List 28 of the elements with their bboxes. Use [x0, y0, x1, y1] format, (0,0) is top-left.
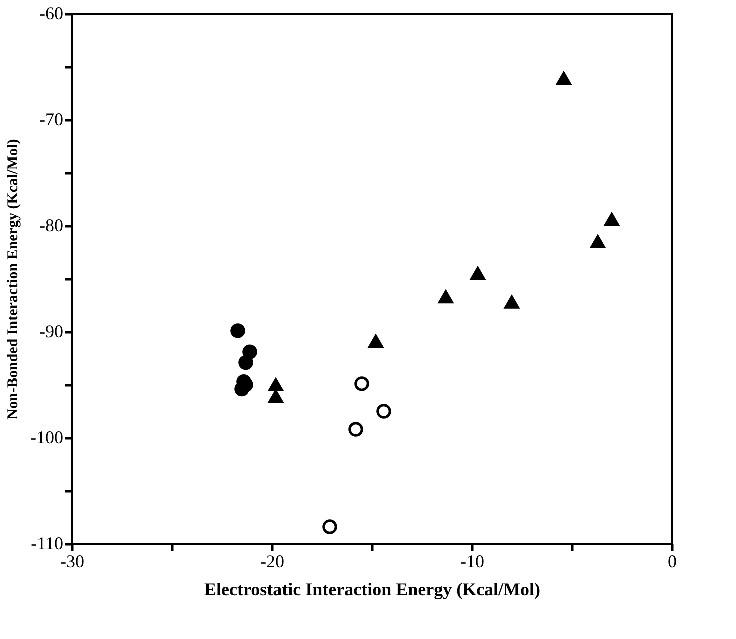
- y-tick-label: -80: [40, 216, 64, 236]
- point: [504, 296, 520, 309]
- x-tick-label: 0: [668, 552, 677, 572]
- point: [322, 520, 338, 534]
- x-tick-label: -30: [60, 552, 84, 572]
- y-tick-label: -60: [40, 4, 64, 24]
- point: [354, 376, 370, 392]
- point: [234, 382, 250, 397]
- x-axis-title: Electrostatic Interaction Energy (Kcal/Mol): [204, 580, 541, 600]
- point: [368, 334, 384, 348]
- point: [604, 213, 620, 226]
- y-tick-label: -70: [40, 110, 64, 130]
- point: [470, 267, 486, 280]
- x-tick-label: -10: [460, 552, 484, 572]
- y-tick-label: -110: [31, 534, 64, 554]
- point: [376, 404, 392, 419]
- point: [268, 378, 284, 392]
- point: [556, 72, 572, 86]
- point: [238, 355, 254, 370]
- point: [348, 422, 364, 437]
- x-tick-label: -20: [260, 552, 284, 572]
- point: [268, 390, 284, 404]
- y-tick-label: -100: [30, 428, 64, 448]
- point: [590, 235, 606, 248]
- point: [438, 290, 454, 304]
- point: [230, 324, 246, 338]
- y-tick-label: -90: [40, 322, 64, 342]
- y-axis-title: Non-Bonded Interaction Energy (Kcal/Mol): [6, 139, 22, 420]
